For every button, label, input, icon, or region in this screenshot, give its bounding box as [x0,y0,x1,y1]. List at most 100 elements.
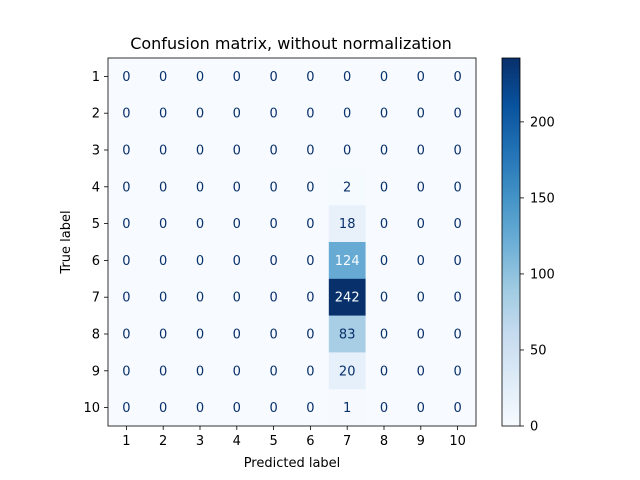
y-tick-label: 6 [92,254,100,269]
cell-value-label: 0 [269,107,277,122]
heatmap-cell [292,315,330,353]
cell-value-label: 0 [306,107,314,122]
heatmap-cell [402,168,440,206]
heatmap-cell [292,352,330,390]
heatmap-cell [255,352,293,390]
colorbar-tick-label: 0 [530,420,538,435]
x-tick-label: 4 [233,434,241,449]
heatmap-cell [439,168,477,206]
heatmap-cell [402,58,440,96]
colorbar [501,57,521,427]
y-axis-label: True label [59,210,74,274]
heatmap-cell [108,352,146,390]
cell-value-label: 0 [122,291,130,306]
heatmap-cell [144,352,182,390]
y-axis-ticks: 1 2 3 4 5 6 7 8 9 10 [83,70,108,416]
chart-title: Confusion matrix, without normalization [130,34,452,53]
cell-value-label: 0 [196,70,204,85]
cell-value-label: 0 [417,144,425,159]
colorbar-tick-label: 50 [530,343,547,358]
y-tick-label: 1 [92,70,100,85]
cell-value-label: 0 [159,254,167,269]
x-tick-label: 6 [306,434,314,449]
heatmap-cell [144,168,182,206]
cell-value-label: 0 [196,180,204,195]
cell-value-label: 0 [453,217,461,232]
heatmap-cell [439,205,477,243]
cell-value-label: 0 [306,401,314,416]
cell-value-label: 0 [306,364,314,379]
cell-value-label: 18 [339,217,356,232]
heatmap-cell [255,315,293,353]
heatmap-cell [255,131,293,169]
cell-value-label: 0 [380,328,388,343]
cell-value-label: 0 [453,401,461,416]
cell-value-label: 0 [417,254,425,269]
cell-value-label: 0 [306,144,314,159]
heatmap-cell [439,131,477,169]
heatmap-cell [255,205,293,243]
heatmap-cell [365,205,403,243]
y-tick-label: 7 [92,291,100,306]
cell-value-label: 0 [159,107,167,122]
heatmap-cell [328,278,366,316]
cell-value-label: 0 [233,107,241,122]
heatmap-cell [365,242,403,280]
x-tick-label: 3 [196,434,204,449]
heatmap-cell [108,242,146,280]
cell-value-label: 0 [380,180,388,195]
cell-value-label: 0 [453,180,461,195]
heatmap-cell [255,278,293,316]
heatmap-cell [365,278,403,316]
heatmap-cell [292,242,330,280]
heatmap-cell [218,205,256,243]
cell-value-label: 0 [380,70,388,85]
heatmap-cells [108,58,477,427]
cell-value-label: 0 [417,401,425,416]
cell-value-label: 0 [306,70,314,85]
cell-value-label: 0 [269,364,277,379]
heatmap-cell [181,352,219,390]
heatmap-cell [218,242,256,280]
heatmap-cell [255,94,293,132]
heatmap-cell [402,352,440,390]
heatmap-cell [218,389,256,427]
heatmap-cell [144,278,182,316]
cell-value-label: 0 [306,291,314,306]
heatmap-cell [402,94,440,132]
heatmap-cell [218,278,256,316]
cell-value-label: 0 [269,401,277,416]
cell-value-label: 0 [159,70,167,85]
x-axis-label: Predicted label [244,456,341,471]
cell-value-label: 0 [233,401,241,416]
cell-value-label: 83 [339,328,356,343]
heatmap-cell [292,131,330,169]
heatmap-cell [402,278,440,316]
cell-value-label: 0 [453,144,461,159]
heatmap-cell [218,315,256,353]
cell-value-label: 1 [343,401,351,416]
cell-value-label: 0 [159,328,167,343]
heatmap-cell [365,315,403,353]
heatmap-cell [181,131,219,169]
heatmap-cell [439,315,477,353]
heatmap-cell [181,389,219,427]
heatmap-cell [328,131,366,169]
cell-value-label: 0 [122,328,130,343]
cell-value-label: 0 [122,107,130,122]
colorbar-tick-label: 150 [530,191,555,206]
heatmap-cell [365,389,403,427]
cell-value-label: 0 [417,107,425,122]
colorbar-tick-label: 100 [530,267,555,282]
cell-value-label: 0 [233,217,241,232]
heatmap-cell [218,94,256,132]
cell-value-label: 0 [122,401,130,416]
cell-value-label: 0 [122,217,130,232]
heatmap-cell [292,168,330,206]
cell-value-label: 0 [159,291,167,306]
cell-value-label: 0 [233,144,241,159]
heatmap-cell [218,58,256,96]
heatmap-cell [108,94,146,132]
cell-value-label: 0 [122,70,130,85]
